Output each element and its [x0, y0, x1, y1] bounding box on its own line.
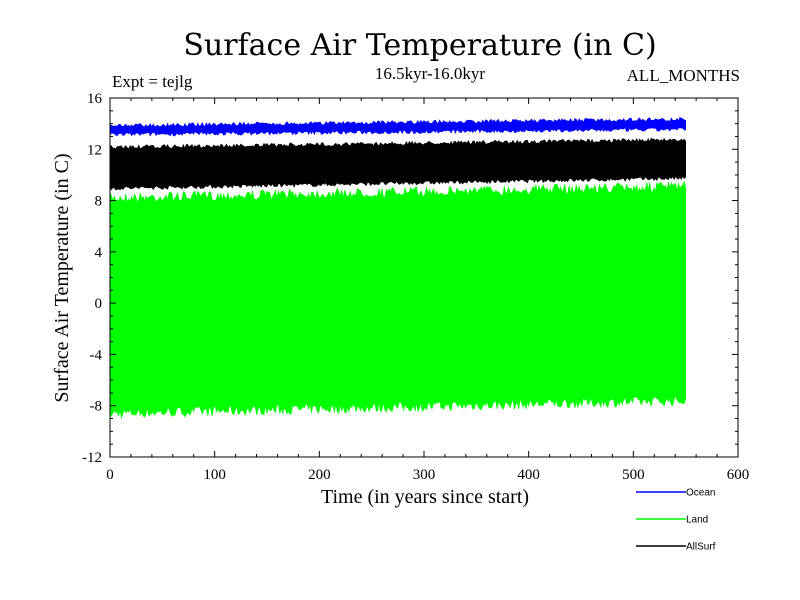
series-band-land	[109, 180, 687, 419]
y-tick-label: -12	[82, 450, 102, 466]
chart-subtitle: 16.5kyr-16.0kyr	[374, 64, 486, 83]
series-band-ocean	[109, 116, 687, 137]
y-axis-label: Surface Air Temperature (in C)	[51, 153, 73, 402]
x-tick-label: 200	[308, 467, 331, 483]
y-tick-label: 12	[87, 142, 102, 158]
x-tick-label: 300	[413, 467, 436, 483]
x-axis-label: Time (in years since start)	[321, 486, 529, 508]
x-tick-label: 400	[517, 467, 540, 483]
chart-title: Surface Air Temperature (in C)	[183, 28, 657, 63]
months-label: ALL_MONTHS	[626, 66, 740, 85]
y-tick-label: 4	[95, 245, 103, 261]
series-band-allsurf	[109, 137, 687, 191]
y-tick-label: 16	[87, 91, 103, 107]
legend-label-ocean: Ocean	[686, 488, 715, 499]
plot-area	[109, 116, 687, 419]
legend-label-allsurf: AllSurf	[686, 542, 716, 553]
axes: 0 100 200 300 400 500 600 16 12 8 4 0 -4 -8 -12	[82, 91, 749, 483]
y-tick-label: -8	[90, 399, 103, 415]
x-tick-label: 100	[203, 467, 226, 483]
y-tick-label: -4	[90, 347, 103, 363]
legend-label-land: Land	[686, 515, 708, 526]
experiment-label: Expt = tejlg	[112, 72, 193, 91]
x-tick-label: 0	[106, 467, 114, 483]
x-tick-label: 600	[727, 467, 750, 483]
y-tick-label: 8	[95, 194, 103, 210]
y-tick-label: 0	[95, 296, 103, 312]
x-tick-label: 500	[622, 467, 645, 483]
legend: Ocean Land AllSurf	[636, 488, 716, 553]
